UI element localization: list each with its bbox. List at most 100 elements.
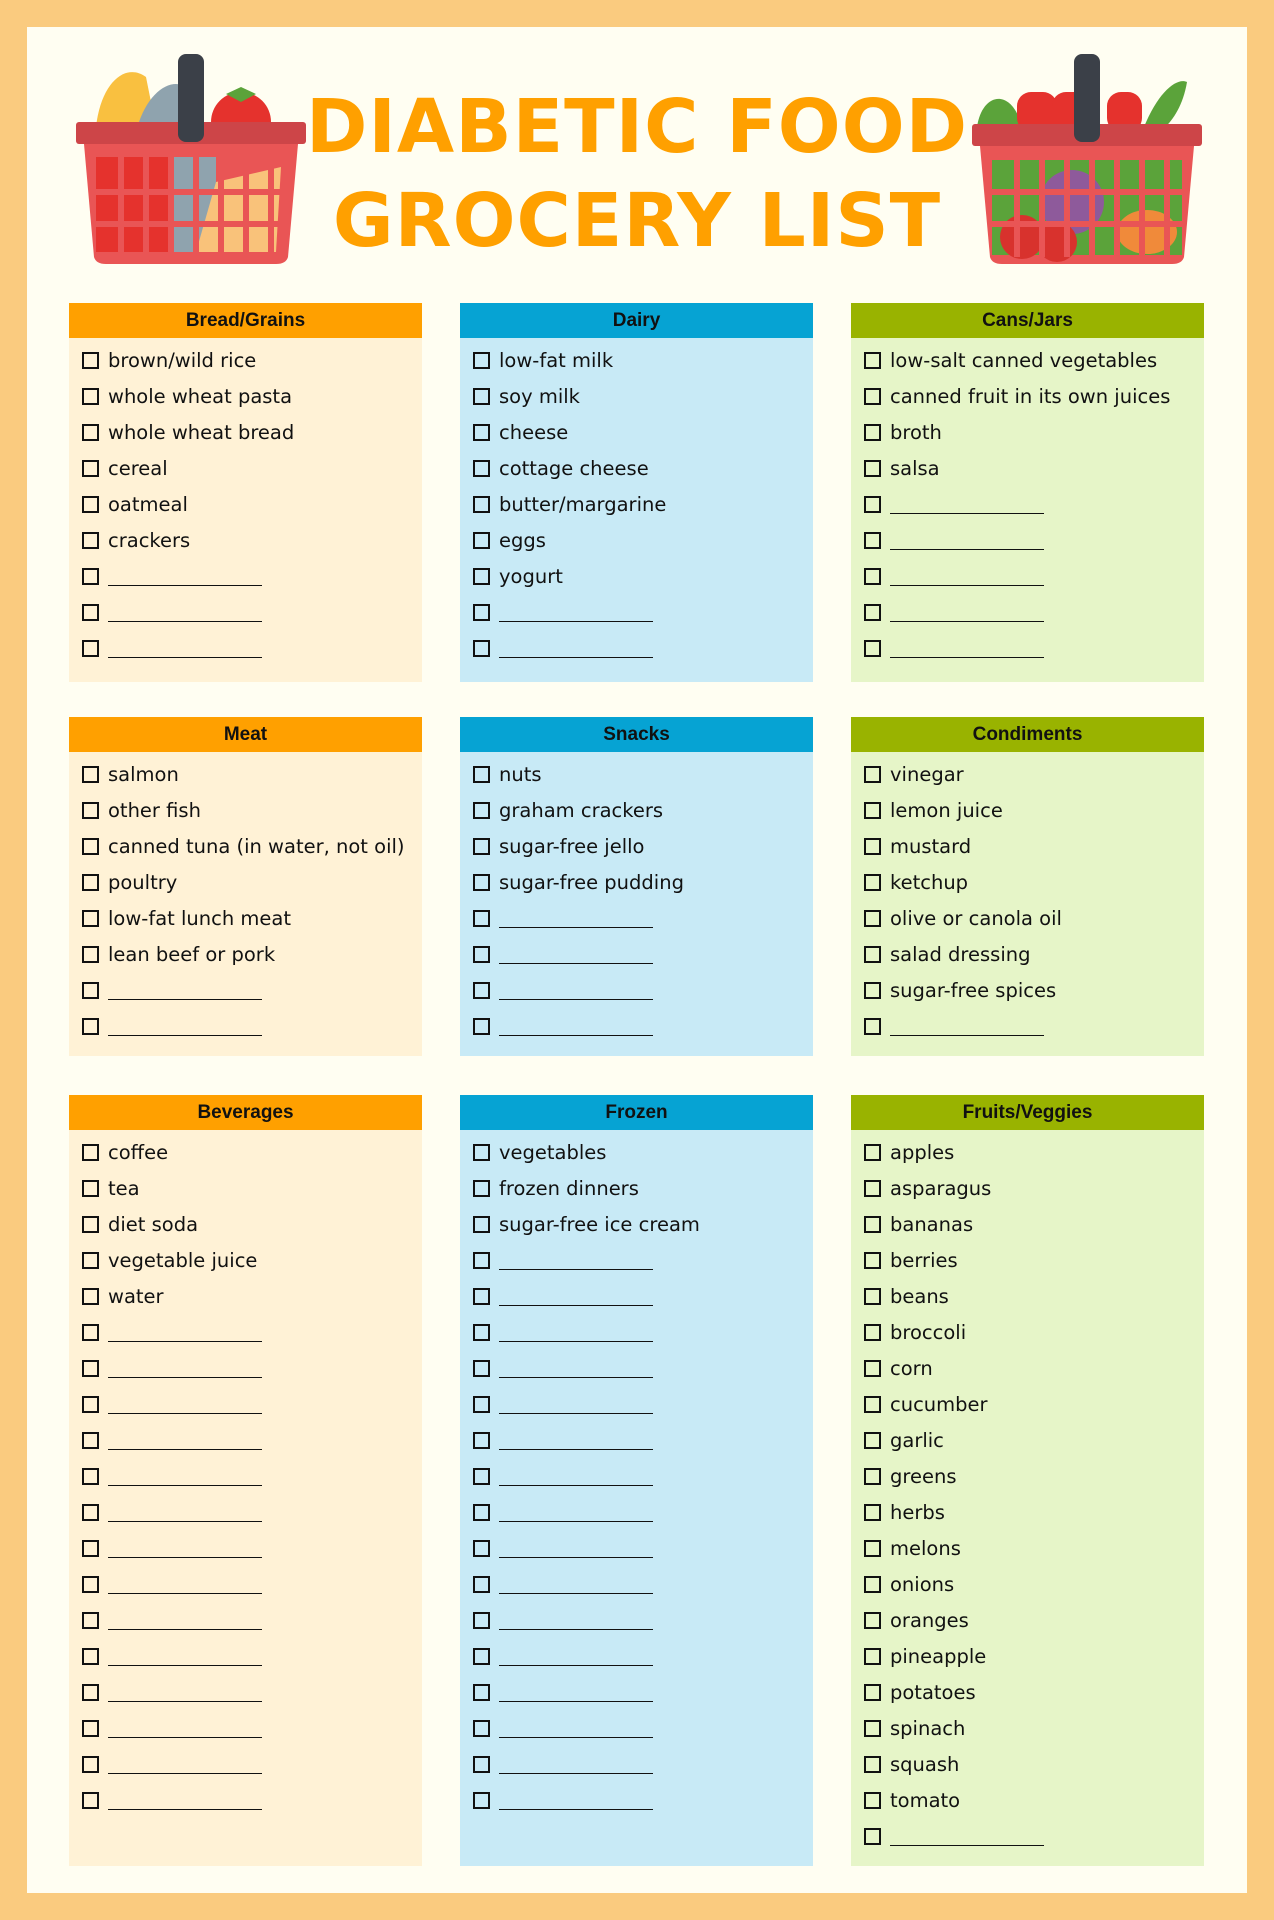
blank-line[interactable] <box>108 1395 262 1414</box>
checkbox-empty-icon[interactable] <box>82 1287 99 1305</box>
checkbox-empty-icon[interactable] <box>473 1755 490 1773</box>
checkbox-empty-icon[interactable] <box>864 531 881 549</box>
blank-line[interactable] <box>499 1539 653 1558</box>
checkbox-empty-icon[interactable] <box>864 1755 881 1773</box>
blank-line[interactable] <box>108 603 262 622</box>
checkbox-empty-icon[interactable] <box>864 981 881 999</box>
blank-line[interactable] <box>890 603 1044 622</box>
checkbox-empty-icon[interactable] <box>473 1323 490 1341</box>
checkbox-empty-icon[interactable] <box>473 1575 490 1593</box>
checkbox-empty-icon[interactable] <box>473 1215 490 1233</box>
checkbox-empty-icon[interactable] <box>864 1467 881 1485</box>
checkbox-empty-icon[interactable] <box>473 1467 490 1485</box>
checkbox-empty-icon[interactable] <box>473 387 490 405</box>
blank-line[interactable] <box>890 639 1044 658</box>
checkbox-empty-icon[interactable] <box>864 765 881 783</box>
checkbox-empty-icon[interactable] <box>82 639 99 657</box>
checkbox-empty-icon[interactable] <box>473 1611 490 1629</box>
blank-line[interactable] <box>499 1359 653 1378</box>
blank-line[interactable] <box>108 1791 262 1810</box>
blank-line[interactable] <box>108 1683 262 1702</box>
checkbox-empty-icon[interactable] <box>864 909 881 927</box>
checkbox-empty-icon[interactable] <box>82 423 99 441</box>
checkbox-empty-icon[interactable] <box>864 387 881 405</box>
checkbox-empty-icon[interactable] <box>473 1143 490 1161</box>
checkbox-empty-icon[interactable] <box>473 1179 490 1197</box>
blank-line[interactable] <box>108 1017 262 1036</box>
checkbox-empty-icon[interactable] <box>864 1431 881 1449</box>
blank-line[interactable] <box>108 1323 262 1342</box>
checkbox-empty-icon[interactable] <box>82 459 99 477</box>
blank-line[interactable] <box>108 981 262 1000</box>
checkbox-empty-icon[interactable] <box>473 1791 490 1809</box>
checkbox-empty-icon[interactable] <box>82 909 99 927</box>
checkbox-empty-icon[interactable] <box>82 1539 99 1557</box>
checkbox-empty-icon[interactable] <box>864 423 881 441</box>
checkbox-empty-icon[interactable] <box>864 1647 881 1665</box>
checkbox-empty-icon[interactable] <box>864 351 881 369</box>
checkbox-empty-icon[interactable] <box>473 909 490 927</box>
checkbox-empty-icon[interactable] <box>864 1611 881 1629</box>
blank-line[interactable] <box>890 1017 1044 1036</box>
checkbox-empty-icon[interactable] <box>473 351 490 369</box>
checkbox-empty-icon[interactable] <box>82 1395 99 1413</box>
checkbox-empty-icon[interactable] <box>864 873 881 891</box>
checkbox-empty-icon[interactable] <box>864 1143 881 1161</box>
checkbox-empty-icon[interactable] <box>473 1359 490 1377</box>
checkbox-empty-icon[interactable] <box>864 1287 881 1305</box>
checkbox-empty-icon[interactable] <box>82 1467 99 1485</box>
checkbox-empty-icon[interactable] <box>864 603 881 621</box>
checkbox-empty-icon[interactable] <box>82 1359 99 1377</box>
blank-line[interactable] <box>108 639 262 658</box>
blank-line[interactable] <box>499 1287 653 1306</box>
blank-line[interactable] <box>499 1683 653 1702</box>
checkbox-empty-icon[interactable] <box>864 639 881 657</box>
checkbox-empty-icon[interactable] <box>82 801 99 819</box>
checkbox-empty-icon[interactable] <box>82 1719 99 1737</box>
checkbox-empty-icon[interactable] <box>473 1017 490 1035</box>
blank-line[interactable] <box>499 603 653 622</box>
blank-line[interactable] <box>108 1647 262 1666</box>
checkbox-empty-icon[interactable] <box>473 1683 490 1701</box>
checkbox-empty-icon[interactable] <box>864 1575 881 1593</box>
blank-line[interactable] <box>499 1755 653 1774</box>
blank-line[interactable] <box>108 1503 262 1522</box>
checkbox-empty-icon[interactable] <box>473 531 490 549</box>
checkbox-empty-icon[interactable] <box>473 1503 490 1521</box>
blank-line[interactable] <box>499 639 653 658</box>
checkbox-empty-icon[interactable] <box>82 531 99 549</box>
checkbox-empty-icon[interactable] <box>82 945 99 963</box>
checkbox-empty-icon[interactable] <box>473 459 490 477</box>
checkbox-empty-icon[interactable] <box>82 1611 99 1629</box>
checkbox-empty-icon[interactable] <box>82 387 99 405</box>
checkbox-empty-icon[interactable] <box>864 1683 881 1701</box>
checkbox-empty-icon[interactable] <box>473 837 490 855</box>
checkbox-empty-icon[interactable] <box>82 981 99 999</box>
blank-line[interactable] <box>499 945 653 964</box>
blank-line[interactable] <box>499 1791 653 1810</box>
blank-line[interactable] <box>499 1503 653 1522</box>
checkbox-empty-icon[interactable] <box>82 1179 99 1197</box>
blank-line[interactable] <box>890 567 1044 586</box>
checkbox-empty-icon[interactable] <box>82 351 99 369</box>
checkbox-empty-icon[interactable] <box>864 1395 881 1413</box>
checkbox-empty-icon[interactable] <box>473 603 490 621</box>
checkbox-empty-icon[interactable] <box>82 837 99 855</box>
checkbox-empty-icon[interactable] <box>864 459 881 477</box>
checkbox-empty-icon[interactable] <box>473 1539 490 1557</box>
blank-line[interactable] <box>108 1467 262 1486</box>
checkbox-empty-icon[interactable] <box>82 1647 99 1665</box>
checkbox-empty-icon[interactable] <box>864 1503 881 1521</box>
blank-line[interactable] <box>499 1251 653 1270</box>
checkbox-empty-icon[interactable] <box>82 1143 99 1161</box>
checkbox-empty-icon[interactable] <box>864 1017 881 1035</box>
blank-line[interactable] <box>499 1611 653 1630</box>
blank-line[interactable] <box>499 1395 653 1414</box>
blank-line[interactable] <box>108 1719 262 1738</box>
checkbox-empty-icon[interactable] <box>82 1251 99 1269</box>
checkbox-empty-icon[interactable] <box>82 1017 99 1035</box>
checkbox-empty-icon[interactable] <box>473 873 490 891</box>
checkbox-empty-icon[interactable] <box>82 1791 99 1809</box>
checkbox-empty-icon[interactable] <box>864 801 881 819</box>
checkbox-empty-icon[interactable] <box>82 765 99 783</box>
